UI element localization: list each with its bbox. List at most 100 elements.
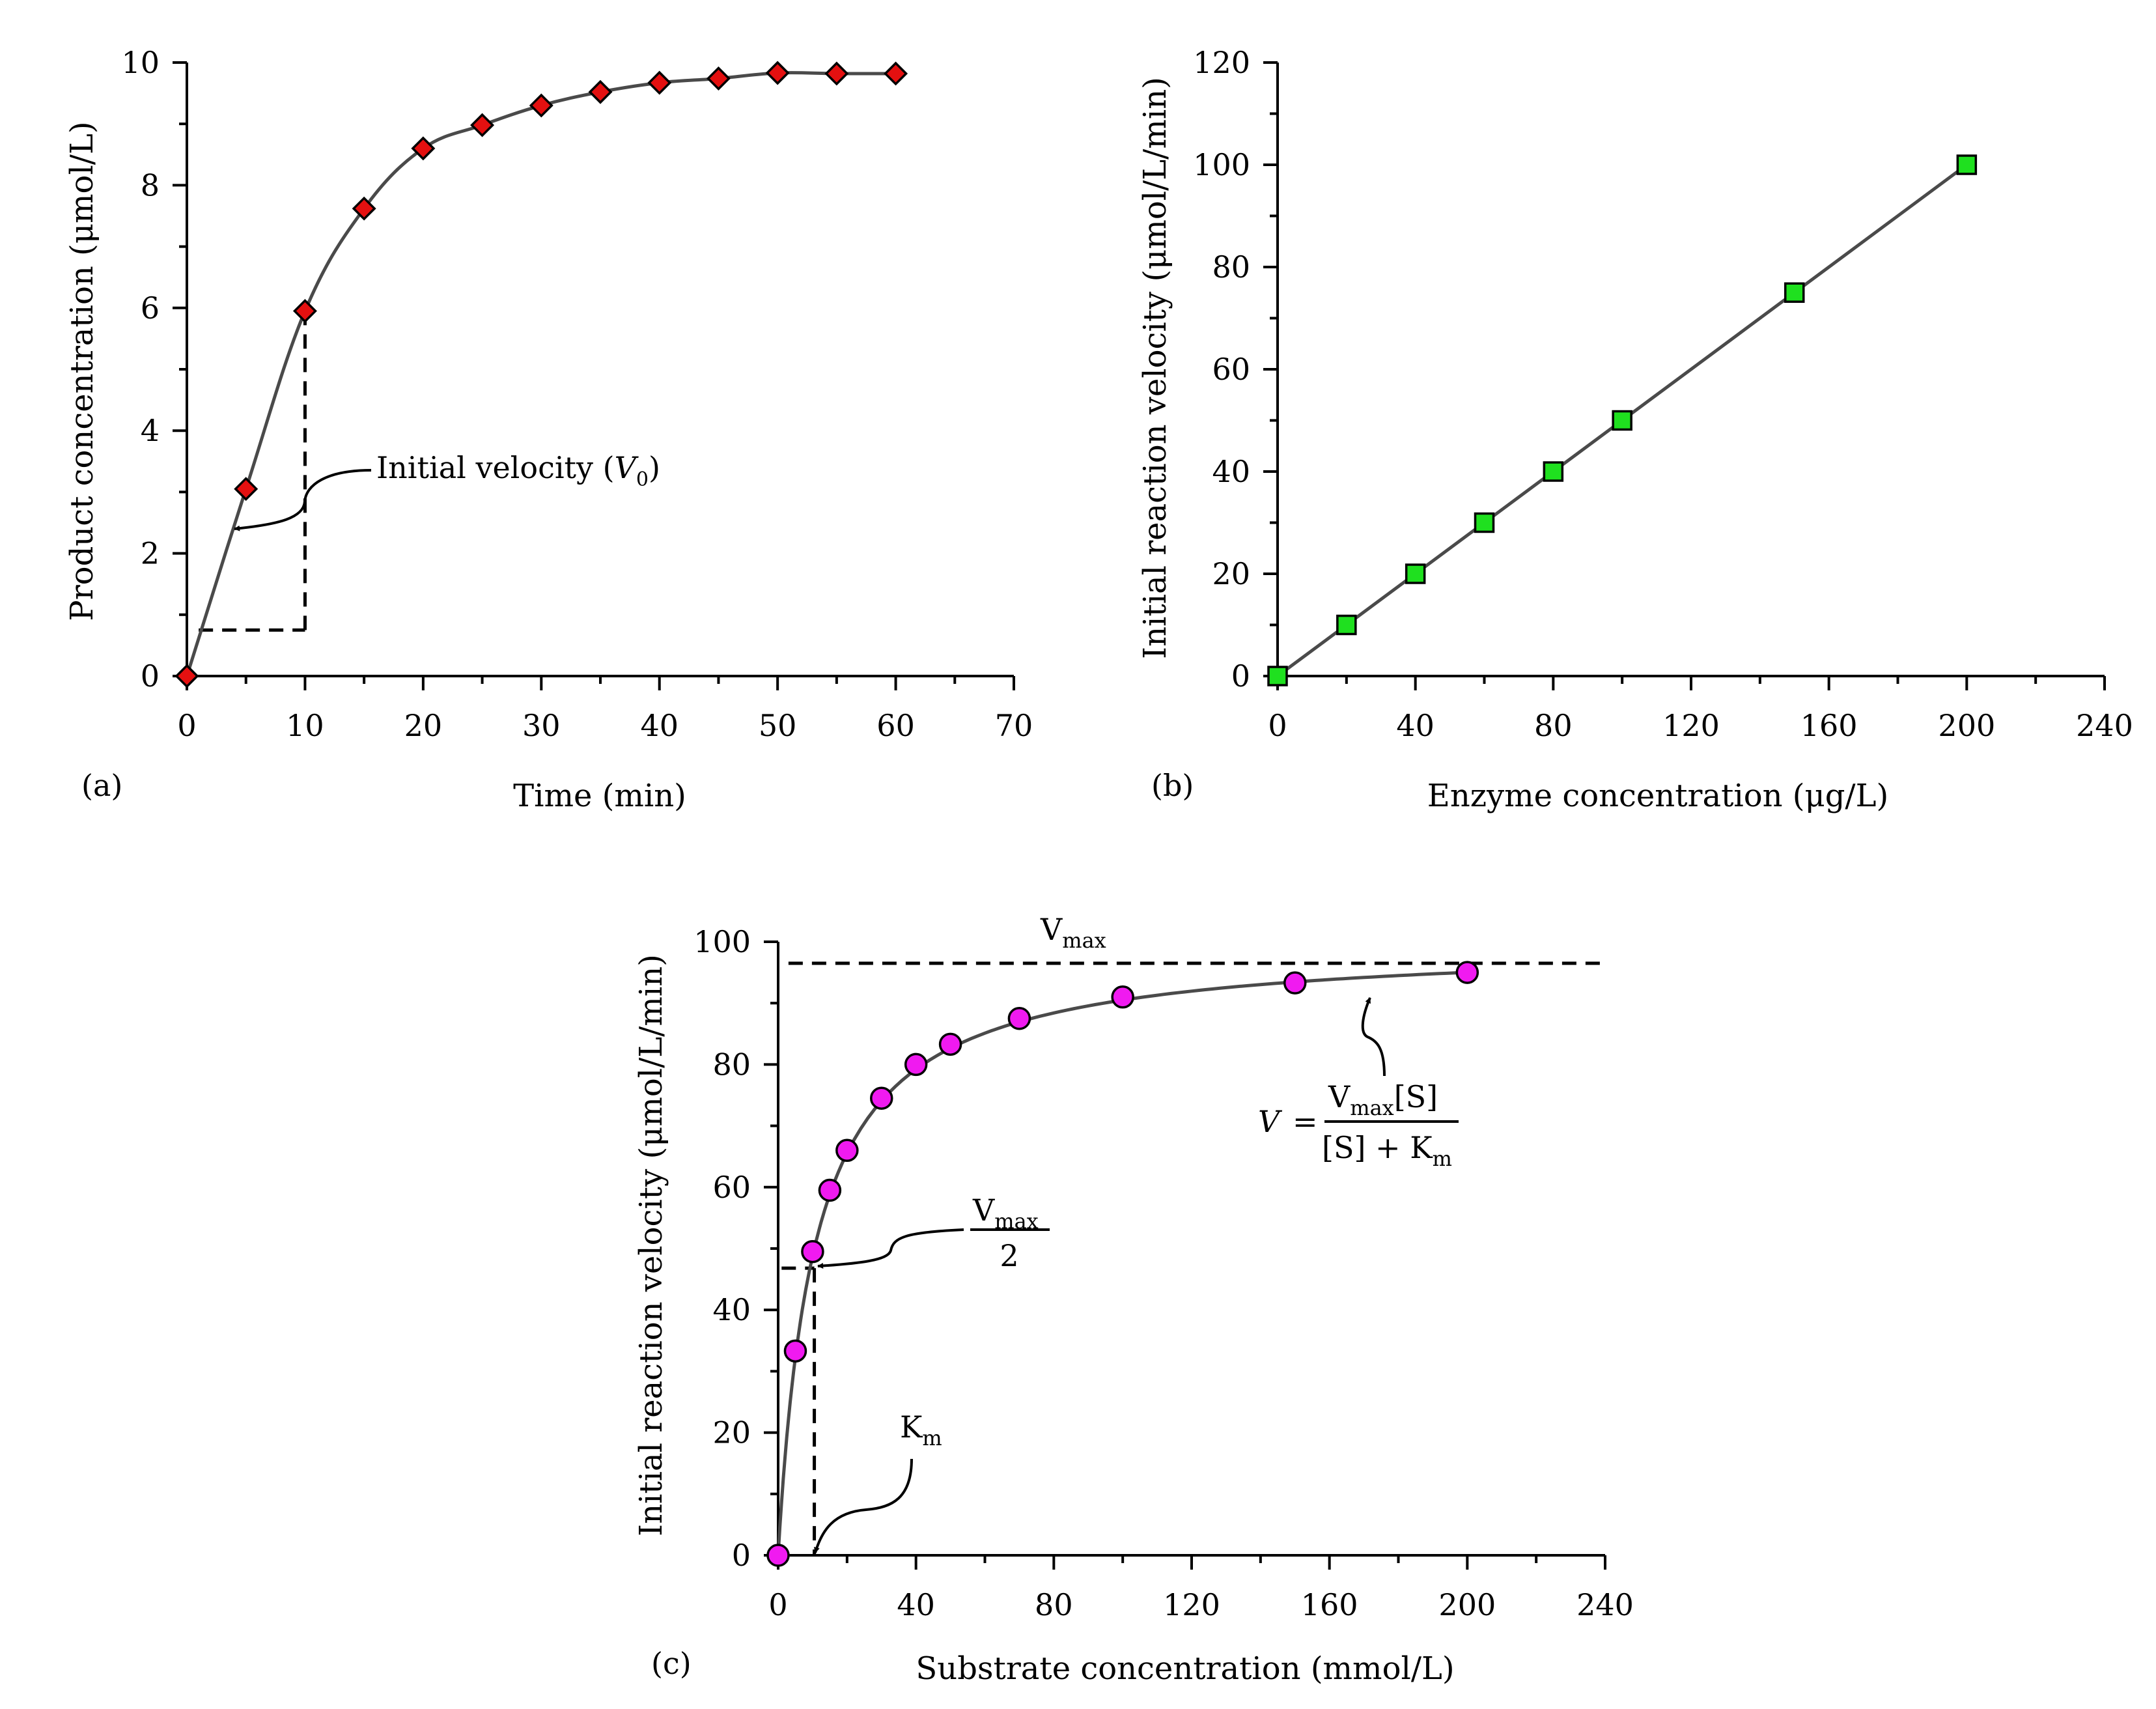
- chart-c-x-tick-label: 200: [1438, 1587, 1496, 1622]
- chart-c-x-tick-label: 160: [1301, 1587, 1358, 1622]
- chart-a-point: [352, 196, 376, 221]
- chart-a-x-tick-label: 20: [404, 708, 443, 743]
- chart-a-x-tick-label: 0: [177, 708, 196, 743]
- chart-a: 0 10 20 30 40 50 60 70 0 2 4 6 8 10 Initial velocity …: [64, 45, 1033, 814]
- chart-c-x-tick-label: 40: [897, 1587, 935, 1622]
- chart-c-point: [835, 1138, 859, 1163]
- svg-text:2: 2: [1000, 1238, 1018, 1273]
- chart-c-equation-arrow: [1361, 997, 1386, 1077]
- chart-b-y-tick-label: 0: [1231, 658, 1250, 694]
- chart-a-y-tick-label: 8: [141, 167, 160, 203]
- chart-a-panel-label: (a): [81, 768, 122, 803]
- chart-c-km-arrow: [813, 1458, 913, 1553]
- chart-a-point: [292, 299, 317, 323]
- chart-a-axes: 0 10 20 30 40 50 60 70 0 2 4 6 8 10: [121, 45, 1033, 743]
- chart-a-point: [411, 136, 436, 161]
- chart-a-point: [175, 664, 199, 688]
- svg-text:V: V: [1258, 1104, 1283, 1139]
- chart-c-ylabel: Initial reaction velocity (μmol/L/min): [633, 954, 669, 1536]
- chart-b-x-tick-label: 160: [1800, 708, 1858, 743]
- chart-c-y-tick-label: 100: [693, 924, 751, 959]
- chart-c-point: [783, 1339, 807, 1363]
- chart-b-x-tick-label: 0: [1268, 708, 1287, 743]
- chart-c-point: [1111, 985, 1134, 1009]
- chart-c-point: [904, 1052, 928, 1077]
- svg-text:=: =: [1293, 1104, 1318, 1139]
- chart-c-x-tick-label: 240: [1576, 1587, 1634, 1622]
- chart-b-point: [1474, 512, 1495, 533]
- chart-c-xlabel: Substrate concentration (mmol/L): [916, 1650, 1454, 1687]
- chart-b-point: [1543, 461, 1564, 482]
- chart-b-x-tick-label: 120: [1662, 708, 1720, 743]
- chart-a-xlabel: Time (min): [513, 778, 686, 814]
- chart-b-x-tick-label: 200: [1938, 708, 1995, 743]
- chart-b-point: [1405, 563, 1426, 584]
- svg-text:Vmax[S]: Vmax[S]: [1328, 1079, 1438, 1120]
- svg-text:[S] + Km: [S] + Km: [1322, 1130, 1452, 1171]
- chart-b-y-tick-label: 80: [1212, 249, 1250, 285]
- chart-a-x-tick-label: 10: [286, 708, 324, 743]
- chart-c-fit-curve: [776, 970, 1468, 1556]
- chart-a-point: [824, 61, 849, 86]
- chart-a-point: [234, 477, 259, 501]
- chart-a-point: [706, 66, 731, 91]
- chart-a-point: [647, 70, 672, 95]
- chart-c-vmax-label: Vmax: [1040, 912, 1106, 953]
- chart-b: 0 40 80 120 160 200 240 0 20 40 60 80 100 120 Enzyme …: [1137, 45, 2133, 814]
- chart-a-y-tick-label: 6: [141, 290, 160, 326]
- chart-a-x-tick-label: 40: [640, 708, 679, 743]
- chart-b-y-tick-label: 60: [1212, 352, 1250, 387]
- chart-a-y-tick-label: 10: [121, 45, 160, 80]
- chart-c-point: [1007, 1007, 1031, 1030]
- chart-c-half-vmax-arrow: [817, 1228, 964, 1269]
- chart-b-y-tick-label: 120: [1193, 45, 1250, 80]
- chart-a-point: [470, 113, 495, 137]
- chart-b-xlabel: Enzyme concentration (μg/L): [1427, 778, 1888, 814]
- chart-c-point: [801, 1239, 824, 1264]
- chart-b-point: [1336, 614, 1357, 636]
- chart-b-x-tick-label: 80: [1534, 708, 1573, 743]
- chart-a-ylabel: Product concentration (μmol/L): [64, 121, 100, 621]
- chart-a-y-tick-label: 4: [141, 413, 160, 448]
- chart-b-x-tick-label: 40: [1396, 708, 1435, 743]
- chart-a-x-tick-label: 70: [995, 708, 1033, 743]
- chart-a-annotation-arrow: [234, 469, 372, 531]
- chart-b-y-tick-label: 40: [1212, 454, 1250, 489]
- chart-b-y-tick-label: 100: [1193, 147, 1250, 182]
- chart-c-axes: 0 40 80 120 160 200 240 0 20 40 60 80 100: [693, 924, 1634, 1622]
- chart-b-point: [1956, 154, 1978, 175]
- chart-c-y-tick-label: 20: [712, 1415, 751, 1450]
- chart-b-x-tick-label: 240: [2076, 708, 2133, 743]
- chart-a-point: [884, 61, 908, 86]
- chart-b-point: [1267, 666, 1288, 686]
- chart-c-y-tick-label: 80: [712, 1047, 751, 1082]
- chart-c-y-tick-label: 60: [712, 1170, 751, 1205]
- chart-a-y-tick-label: 2: [141, 536, 160, 571]
- chart-c-x-tick-label: 0: [768, 1587, 787, 1622]
- chart-c-guides: [781, 961, 1605, 1555]
- chart-b-axes: 0 40 80 120 160 200 240 0 20 40 60 80 100 120: [1193, 45, 2133, 743]
- chart-a-point: [588, 79, 613, 104]
- chart-c-points: [766, 961, 1479, 1567]
- chart-b-panel-label: (b): [1151, 768, 1194, 803]
- chart-a-guides: [199, 311, 307, 632]
- chart-c-equation: V = Vmax[S] [S] + Km: [1258, 1079, 1459, 1171]
- chart-c-y-tick-label: 40: [712, 1292, 751, 1327]
- chart-c-x-tick-label: 80: [1035, 1587, 1073, 1622]
- chart-a-x-tick-label: 30: [522, 708, 561, 743]
- chart-a-annotation: Initial velocity (V0): [376, 450, 660, 491]
- chart-c-point: [1283, 971, 1307, 995]
- svg-text:Vmax: Vmax: [972, 1193, 1039, 1234]
- chart-c-point: [818, 1178, 842, 1202]
- chart-c: 0 40 80 120 160 200 240 0 20 40 60 80 100 Vmax Vmax …: [633, 912, 1634, 1687]
- chart-a-x-tick-label: 60: [876, 708, 915, 743]
- chart-c-x-tick-label: 120: [1163, 1587, 1220, 1622]
- chart-c-point: [938, 1032, 962, 1056]
- chart-b-point: [1612, 410, 1632, 431]
- chart-c-point: [1455, 961, 1479, 984]
- chart-b-y-tick-label: 20: [1212, 556, 1250, 591]
- chart-c-half-vmax-label: Vmax 2: [970, 1193, 1050, 1273]
- chart-c-point: [870, 1086, 893, 1110]
- chart-b-fit-line: [1276, 163, 1968, 678]
